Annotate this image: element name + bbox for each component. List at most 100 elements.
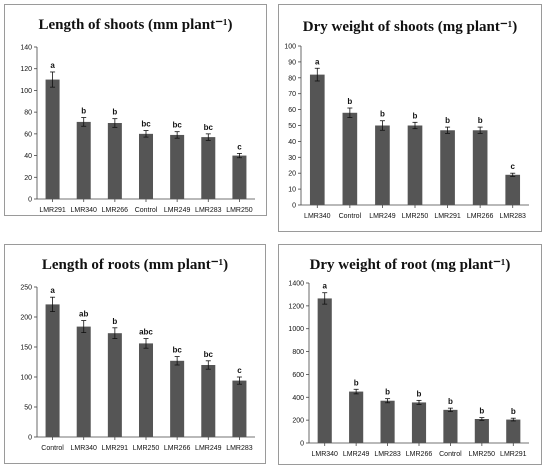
significance-label: bc: [172, 346, 182, 355]
y-tick-label: 80: [24, 110, 32, 117]
x-tick-label: Control: [41, 445, 64, 452]
significance-label: b: [81, 107, 86, 116]
significance-label: c: [510, 162, 515, 171]
x-tick-label: LMR291: [500, 451, 527, 458]
chart-panel-shoot-dry-weight: Dry weight of shoots (mg plant⁻¹) 0 10 20 30…: [278, 4, 542, 232]
y-tick-label: 1000: [288, 326, 304, 333]
bar: [342, 112, 358, 205]
chart-title: Length of roots (mm plant⁻¹): [42, 257, 228, 273]
y-tick-label: 0: [28, 197, 32, 204]
significance-label: b: [380, 110, 385, 119]
y-tick-label: 140: [20, 45, 32, 52]
significance-label: c: [237, 142, 242, 151]
significance-label: a: [315, 57, 320, 66]
y-tick-label: 70: [288, 91, 296, 98]
significance-label: b: [385, 388, 390, 397]
y-tick-label: 20: [24, 175, 32, 182]
significance-label: b: [347, 97, 352, 106]
bar: [407, 125, 423, 205]
x-tick-label: LMR250: [402, 213, 429, 220]
bar: [138, 133, 154, 199]
significance-label: ab: [79, 310, 88, 319]
chart-svg-1: Dry weight of shoots (mg plant⁻¹) 0 10 20 30…: [284, 19, 529, 220]
bar: [317, 298, 332, 443]
bar: [349, 391, 364, 443]
chart-title: Dry weight of root (mg plant⁻¹): [310, 257, 511, 273]
significance-label: b: [112, 317, 117, 326]
y-tick-label: 50: [24, 405, 32, 412]
significance-label: b: [511, 407, 516, 416]
chart-svg-2: Length of roots (mm plant⁻¹) 0 50 100 150 200…: [20, 257, 255, 452]
y-tick-label: 60: [288, 107, 296, 114]
y-tick-label: 100: [20, 375, 32, 382]
significance-label: bc: [141, 120, 151, 129]
x-tick-label: Control: [439, 451, 462, 458]
y-tick-label: 0: [28, 435, 32, 442]
x-tick-label: Control: [339, 213, 362, 220]
x-tick-label: LMR266: [406, 451, 433, 458]
bar: [76, 121, 91, 199]
x-tick-label: LMR291: [39, 207, 66, 214]
y-tick-label: 0: [300, 441, 304, 448]
significance-label: a: [322, 282, 327, 291]
y-tick-label: 1400: [288, 281, 304, 288]
significance-label: bc: [204, 350, 214, 359]
y-tick-label: 20: [288, 171, 296, 178]
chart-panel-shoot-length: Length of shoots (mm plant⁻¹) 0 20 40 60 80 10…: [4, 4, 267, 216]
x-tick-label: LMR291: [102, 445, 129, 452]
x-tick-label: LMR250: [226, 207, 253, 214]
x-tick-label: LMR340: [70, 207, 97, 214]
x-tick-label: LMR291: [434, 213, 461, 220]
x-tick-label: LMR340: [311, 451, 338, 458]
y-tick-label: 600: [292, 372, 304, 379]
bar: [170, 134, 185, 199]
bar: [505, 174, 521, 205]
x-tick-label: LMR249: [369, 213, 396, 220]
y-tick-label: 120: [20, 66, 32, 73]
chart-title: Dry weight of shoots (mg plant⁻¹): [303, 19, 518, 35]
bar: [411, 402, 427, 443]
x-tick-label: LMR340: [70, 445, 97, 452]
y-tick-label: 0: [292, 203, 296, 210]
y-tick-label: 60: [24, 131, 32, 138]
y-tick-label: 30: [288, 155, 296, 162]
significance-label: a: [50, 286, 55, 295]
significance-label: b: [413, 111, 418, 120]
x-tick-label: LMR283: [499, 213, 526, 220]
bar: [375, 125, 390, 205]
x-tick-label: LMR283: [195, 207, 222, 214]
chart-panel-root-dry-weight: Dry weight of root (mg plant⁻¹) 0 200 400 60…: [278, 244, 542, 465]
significance-label: b: [479, 407, 484, 416]
x-tick-label: LMR250: [133, 445, 160, 452]
x-tick-label: LMR249: [195, 445, 222, 452]
bar: [474, 419, 489, 443]
bar: [443, 409, 458, 443]
y-tick-label: 400: [292, 395, 304, 402]
bar: [107, 123, 122, 199]
y-tick-label: 200: [292, 418, 304, 425]
chart-svg-0: Length of shoots (mm plant⁻¹) 0 20 40 60 80 10…: [20, 17, 255, 214]
bar: [170, 360, 185, 437]
y-tick-label: 100: [284, 44, 296, 51]
bar: [138, 343, 154, 437]
x-tick-label: LMR340: [304, 213, 331, 220]
significance-label: b: [417, 389, 422, 398]
x-tick-label: LMR250: [469, 451, 496, 458]
significance-label: b: [448, 397, 453, 406]
y-tick-label: 50: [288, 123, 296, 130]
bar: [309, 74, 325, 206]
chart-panel-root-length: Length of roots (mm plant⁻¹) 0 50 100 150 200…: [4, 244, 266, 464]
x-tick-label: LMR249: [343, 451, 370, 458]
x-tick-label: LMR283: [374, 451, 401, 458]
bar: [232, 155, 247, 199]
y-tick-label: 200: [20, 315, 32, 322]
y-tick-label: 1200: [288, 303, 304, 310]
y-tick-label: 250: [20, 285, 32, 292]
bar: [380, 400, 395, 443]
y-tick-label: 40: [288, 139, 296, 146]
y-tick-label: 80: [288, 75, 296, 82]
bar: [232, 380, 247, 437]
x-tick-label: LMR283: [226, 445, 253, 452]
significance-label: b: [354, 378, 359, 387]
chart-title: Length of shoots (mm plant⁻¹): [38, 17, 232, 33]
